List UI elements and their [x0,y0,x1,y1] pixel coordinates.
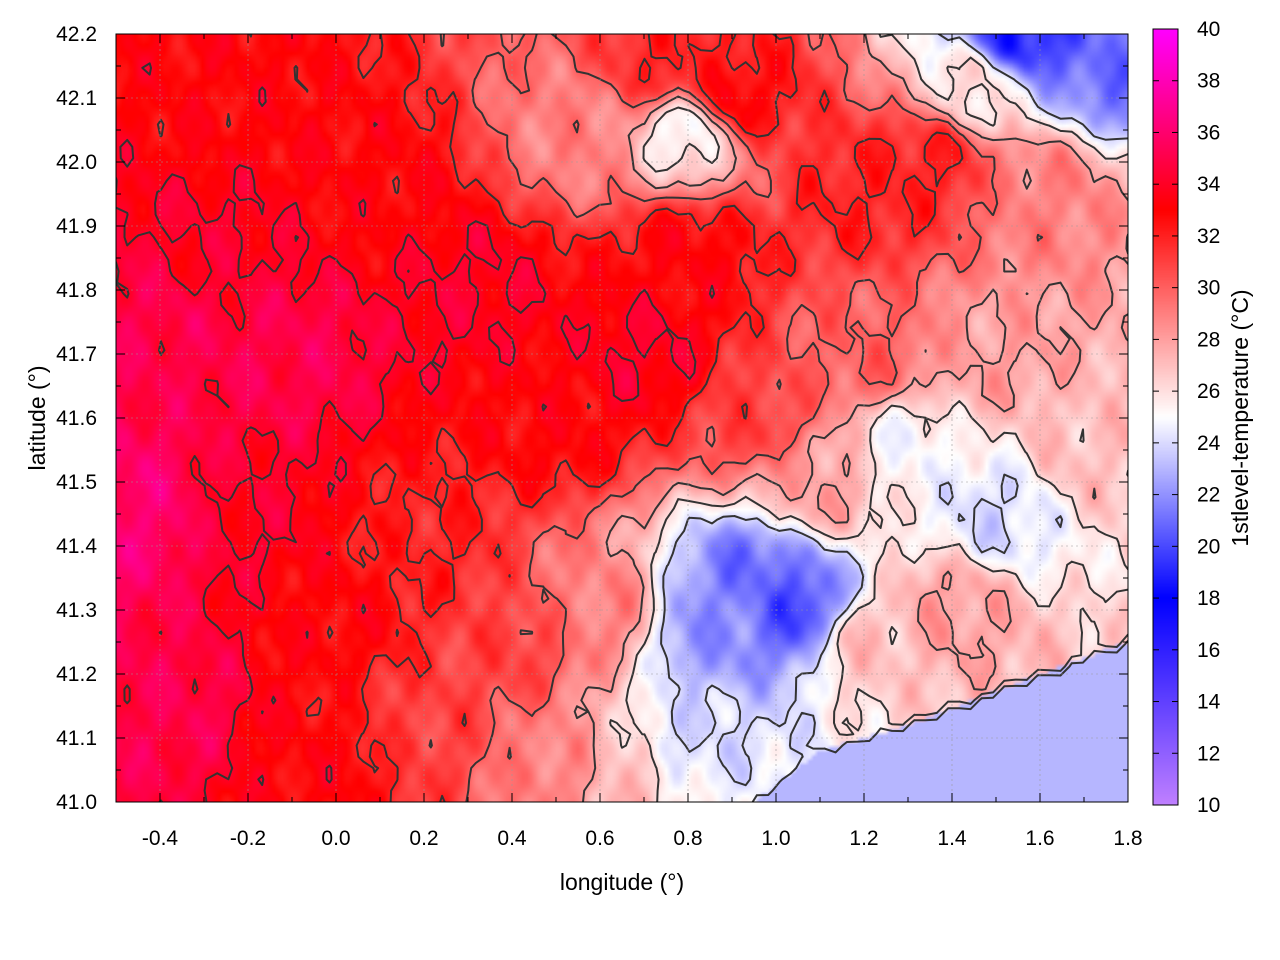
colorbar-tick-label: 20 [1197,535,1220,558]
contour-level-28 [573,34,1128,802]
colorbar-tick-label: 38 [1197,70,1220,93]
y-tick-label: 41.0 [56,791,97,814]
contour-lines [116,34,1128,802]
contour-level-32 [156,34,964,802]
x-axis: -0.4 -0.2 0.0 0.2 0.4 0.6 0.8 1.0 1.2 1.4 1.6 1.8 [115,34,1143,850]
x-tick-label: 0.8 [673,827,702,850]
x-tick-label: 0.6 [585,827,614,850]
colorbar-tick-label: 16 [1197,639,1220,662]
colorbar-tick-label: 30 [1197,277,1220,300]
y-tick-label: 42.0 [56,151,97,174]
x-tick-label: 1.8 [1113,827,1142,850]
x-axis-title: longitude (°) [560,869,684,895]
y-tick-label: 41.9 [56,215,97,238]
colorbar-tick-label: 18 [1197,587,1220,610]
y-tick-label: 41.7 [56,343,97,366]
x-tick-label: 1.2 [849,827,878,850]
contour-level-30 [428,34,1044,802]
colorbar-title: 1stlevel-temperature (°C) [1227,289,1253,546]
y-axis-title: latitude (°) [24,365,50,470]
y-tick-label: 41.8 [56,279,97,302]
x-tick-label: 1.0 [761,827,790,850]
colorbar-tick-label: 24 [1197,432,1221,455]
y-tick-label: 42.1 [56,87,97,110]
colorbar-tick-label: 28 [1197,328,1220,351]
x-tick-label: 1.4 [937,827,967,850]
colorbar-tick-label: 36 [1197,121,1220,144]
y-tick-label: 41.2 [56,663,97,686]
contour-level-26 [609,34,1128,802]
colorbar-frame [1152,28,1179,806]
colorbar-tick-label: 14 [1197,691,1221,714]
colorbar-tick-label: 12 [1197,742,1220,765]
gridlines [116,34,1128,802]
colorbar-tick-label: 26 [1197,380,1220,403]
colorbar: 10 12 14 16 18 20 22 24 26 28 30 32 34 36 38 40 [1152,18,1221,817]
colorbar-tick-label: 32 [1197,225,1220,248]
y-tick-label: 42.2 [56,23,97,46]
colorbar-tick-label: 22 [1197,484,1220,507]
colorbar-tick-label: 40 [1197,18,1220,41]
colorbar-gradient [1153,29,1178,805]
colorbar-ticks: 10 12 14 16 18 20 22 24 26 28 30 32 34 36 38 40 [1153,18,1221,817]
y-tick-label: 41.4 [56,535,97,558]
colorbar-tick-label: 34 [1197,173,1221,196]
x-tick-label: -0.4 [142,827,179,850]
y-tick-label: 41.3 [56,599,97,622]
x-tick-label: -0.2 [230,827,266,850]
y-axis: 41.0 41.1 41.2 41.3 41.4 41.5 41.6 41.7 41.8 41.9… [56,23,1128,814]
x-tick-label: 0.2 [409,827,438,850]
heatmap-area [115,33,1129,803]
y-tick-label: 41.1 [56,727,97,750]
x-tick-label: 0.0 [321,827,350,850]
y-tick-label: 41.6 [56,407,97,430]
x-tick-label: 0.4 [497,827,527,850]
contour-level-24 [660,34,1128,802]
colorbar-tick-label: 10 [1197,794,1220,817]
y-tick-label: 41.5 [56,471,97,494]
x-tick-label: 1.6 [1025,827,1054,850]
